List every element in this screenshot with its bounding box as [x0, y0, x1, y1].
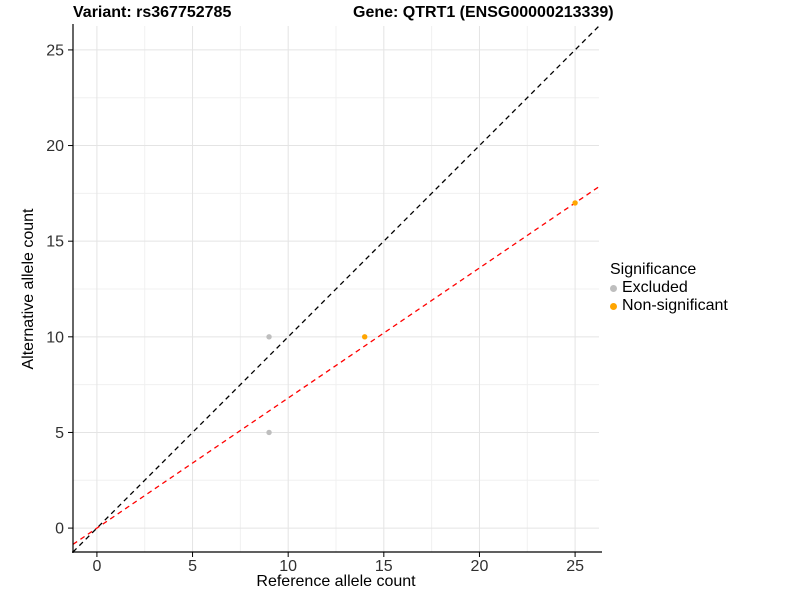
data-point-excluded — [266, 334, 272, 340]
y-tick-label: 0 — [55, 521, 64, 538]
y-tick-label: 25 — [46, 42, 64, 59]
non-significant-swatch-icon — [610, 302, 617, 310]
y-tick-label: 20 — [46, 138, 64, 155]
y-tick-label: 5 — [55, 425, 64, 442]
legend-item-excluded: Excluded — [610, 279, 728, 297]
data-point-non-significant — [572, 200, 578, 206]
legend: Significance Excluded Non-significant — [610, 260, 728, 315]
data-point-excluded — [266, 429, 272, 436]
x-tick-label: 10 — [279, 558, 297, 575]
y-tick-label: 15 — [46, 234, 64, 251]
data-point-non-significant — [361, 334, 368, 340]
legend-title: Significance — [610, 261, 697, 278]
y-axis-label: Alternative allele count — [20, 208, 37, 370]
gene-title: Gene: QTRT1 (ENSG00000213339) — [353, 4, 614, 21]
fit-line — [72, 186, 600, 545]
legend-item-label: Non-significant — [622, 297, 728, 314]
legend-item-label: Excluded — [622, 279, 688, 296]
x-tick-label: 25 — [566, 558, 584, 575]
variant-title: Variant: rs367752785 — [73, 4, 232, 21]
legend-item-non-significant: Non-significant — [610, 297, 728, 315]
y-tick-label: 10 — [46, 329, 64, 346]
x-tick-label: 20 — [471, 558, 489, 575]
excluded-swatch-icon — [610, 284, 617, 292]
x-axis-label: Reference allele count — [256, 573, 416, 590]
identity-line — [72, 25, 600, 553]
x-tick-label: 15 — [375, 558, 393, 575]
x-tick-label: 0 — [92, 558, 101, 575]
x-tick-label: 5 — [188, 558, 197, 575]
